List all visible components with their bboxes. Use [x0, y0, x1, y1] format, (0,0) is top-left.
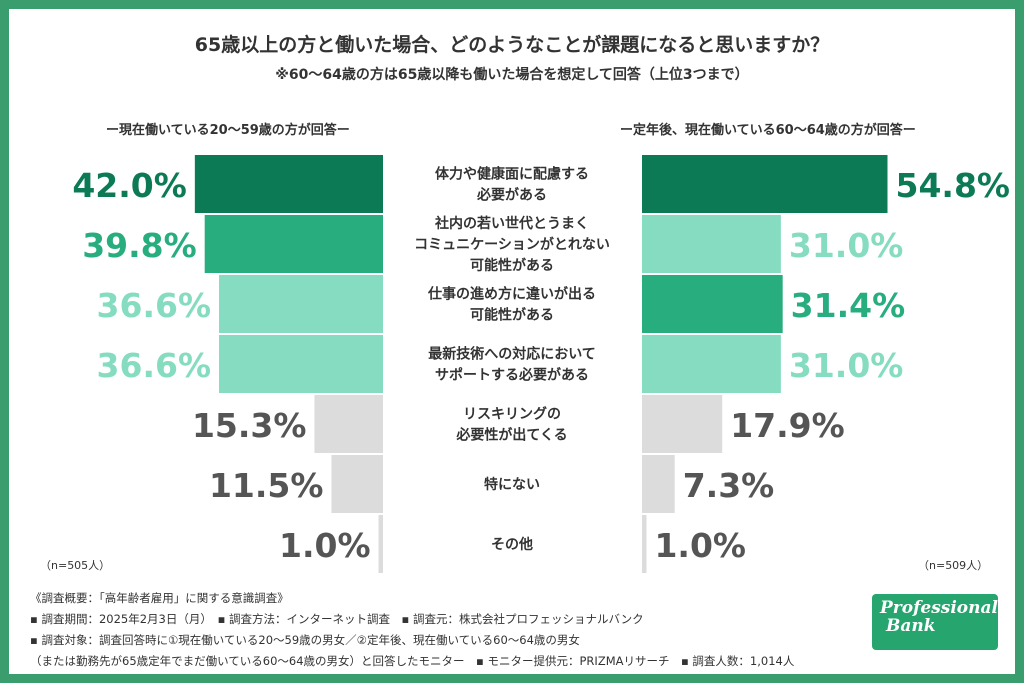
category-label-5-0: 特にない	[484, 476, 540, 493]
left-bar-5	[331, 455, 383, 513]
left-value-label-1: 39.8%	[82, 226, 197, 265]
right-value-label-5: 7.3%	[683, 466, 775, 505]
left-value-label-0: 42.0%	[72, 166, 187, 205]
category-label-4-0: リスキリングの	[463, 406, 561, 423]
left-value-label-5: 11.5%	[209, 466, 324, 505]
right-value-label-6: 1.0%	[654, 526, 746, 565]
right-bar-5	[642, 455, 675, 513]
left-bar-2	[219, 275, 383, 333]
category-label-0-0: 体力や健康面に配慮する	[435, 166, 589, 183]
right-value-label-4: 17.9%	[730, 406, 845, 445]
category-label-3-1: サポートする必要がある	[435, 367, 589, 384]
right-sample-size: （n=509人）	[918, 559, 989, 572]
survey-overview-heading: 《調査概要：「高年齢者雇用」に関する意識調査》	[30, 591, 289, 605]
right-bar-6	[642, 515, 647, 573]
survey-target: ▪ 調査対象：調査回答時に①現在働いている20〜59歳の男女／②定年後、現在働い…	[30, 633, 580, 647]
right-value-label-0: 54.8%	[896, 166, 1011, 205]
right-value-label-1: 31.0%	[789, 226, 904, 265]
survey-target-detail: （または勤務先が65歳定年でまだ働いている60〜64歳の男女）と回答したモニター…	[30, 654, 795, 668]
left-sample-size: （n=505人）	[40, 559, 111, 572]
chart-subtitle: ※60〜64歳の方は65歳以降も働いた場合を想定して回答（上位3つまで）	[275, 67, 749, 83]
right-bar-3	[642, 335, 781, 393]
right-value-label-3: 31.0%	[789, 346, 904, 385]
category-label-4-1: 必要性が出てくる	[455, 427, 567, 444]
left-bar-4	[314, 395, 383, 453]
logo-line-1: Professional	[880, 598, 998, 618]
left-bar-3	[219, 335, 383, 393]
left-bar-6	[378, 515, 383, 573]
category-label-1-1: コミュニケーションがとれない	[414, 236, 610, 253]
right-value-label-2: 31.4%	[791, 286, 906, 325]
right-bar-2	[642, 275, 783, 333]
left-value-label-3: 36.6%	[97, 346, 212, 385]
left-bar-1	[204, 215, 383, 273]
right-bar-1	[642, 215, 781, 273]
right-series-header: ー定年後、現在働いている60〜64歳の方が回答ー	[620, 123, 916, 138]
category-label-1-0: 社内の若い世代とうまく	[434, 215, 589, 232]
professional-bank-logo: Professional Bank	[872, 594, 998, 650]
category-label-2-0: 仕事の進め方に違いが出る	[427, 286, 596, 303]
left-series-header: ー現在働いている20〜59歳の方が回答ー	[106, 123, 350, 138]
left-value-label-2: 36.6%	[97, 286, 212, 325]
left-value-label-4: 15.3%	[192, 406, 307, 445]
right-bar-4	[642, 395, 723, 453]
chart-title: 65歳以上の方と働いた場合、どのようなことが課題になると思いますか？	[194, 34, 830, 56]
logo-line-2: Bank	[886, 615, 936, 636]
category-label-3-0: 最新技術への対応において	[428, 346, 596, 363]
category-label-0-1: 必要がある	[476, 187, 547, 204]
right-bar-0	[642, 155, 888, 213]
survey-period-method: ▪ 調査期間：2025年2月3日（月） ▪ 調査方法：インターネット調査 ▪ 調…	[30, 612, 644, 626]
left-value-label-6: 1.0%	[279, 526, 371, 565]
category-label-1-2: 可能性がある	[470, 257, 554, 274]
category-label-2-1: 可能性がある	[470, 307, 554, 324]
left-bar-0	[194, 155, 383, 213]
category-label-6-0: その他	[491, 536, 533, 553]
chart-card	[9, 9, 1015, 674]
